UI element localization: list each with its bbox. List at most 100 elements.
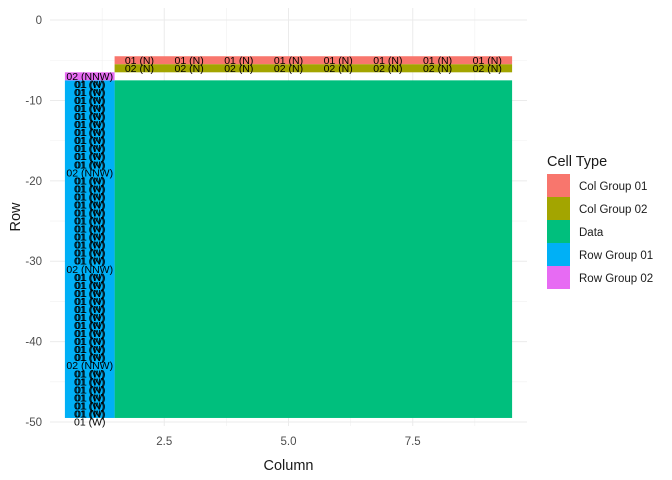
row-group-01-label: 01 (W) [74,95,106,107]
cell-region-row-group-02 [64,72,115,81]
row-group-01-label: 01 (W) [74,408,106,420]
col-group-02-label: 02 (N) [324,63,353,75]
y-tick-label: -40 [25,337,42,349]
row-group-01-label: 01 (W) [74,175,106,187]
row-group-01-label: 01 (W) [74,344,106,356]
row-group-01-label: 01 (N) [75,79,104,91]
legend-key-data [547,220,570,243]
row-group-01-label: 01 (W) [74,159,106,171]
cell-tiles [64,56,513,418]
row-group-01-label: 01 (N) [75,183,104,195]
cell-region-col-group-02 [114,64,513,73]
row-group-01-label: 01 (N) [75,103,104,115]
row-group-01-label: 01 (N) [75,304,104,316]
row-group-01-label: 01 (W) [74,376,106,388]
row-group-01-label: 01 (W) [74,79,106,91]
cell-labels: 01 (N)01 (W)01 (N)01 (W)01 (N)01 (W)01 (… [66,55,501,429]
row-group-01-label: 01 (W) [74,119,106,131]
y-tick-label: -10 [25,95,42,107]
row-group-01-label: 01 (N) [75,199,104,211]
row-group-01-label: 01 (N) [75,288,104,300]
x-tick-label: 5.0 [281,436,297,448]
cell-region-col-group-01 [114,56,513,65]
row-group-01-label: 01 (W) [74,328,106,340]
row-group-01-label: 01 (W) [74,368,106,380]
row-group-01-label: 01 (N) [75,143,104,155]
legend-title: Cell Type [547,154,607,170]
row-group-01-label: 01 (N) [75,280,104,292]
row-group-01-label: 01 (N) [75,272,104,284]
row-group-01-label: 01 (W) [74,280,106,292]
legend-key-col-group-02 [547,197,570,220]
row-group-01-label: 01 (N) [75,175,104,187]
col-group-01-label: 01 (N) [423,55,452,67]
row-group-01-label: 01 (N) [75,224,104,236]
col-group-02-label: 02 (N) [473,63,502,75]
col-group-02-label: 02 (N) [373,63,402,75]
row-group-01-label: 01 (N) [75,240,104,252]
row-group-01-label: 01 (W) [74,127,106,139]
row-group-01-label: 01 (W) [74,296,106,308]
row-group-01-label: 01 (N) [75,159,104,171]
legend-key-row-group-01 [547,243,570,266]
row-group-01-label: 01 (N) [75,320,104,332]
legend-label: Col Group 01 [579,181,647,193]
legend-label: Data [579,227,604,239]
row-group-01-label: 01 (W) [74,256,106,268]
row-group-01-label: 01 (W) [74,199,106,211]
y-tick-label: -50 [25,417,42,429]
row-group-01-label: 01 (W) [74,191,106,203]
row-group-01-label: 01 (N) [75,384,104,396]
row-group-01-label: 01 (N) [75,135,104,147]
row-group-01-label: 01 (N) [75,408,104,420]
legend-key-row-group-02 [547,266,570,289]
row-group-01-label: 01 (N) [75,368,104,380]
row-group-01-label: 01 (N) [75,119,104,131]
row-group-01-label: 01 (N) [75,151,104,163]
y-tick-label: -20 [25,176,42,188]
col-group-01-label: 01 (N) [274,55,303,67]
row-group-01-label: 01 (W) [74,320,106,332]
row-group-01-label: 01 (W) [74,288,106,300]
bottom-cell-label: 01 (W) [74,416,106,428]
legend: Cell Type Col Group 01 Col Group 02 Data Ro… [547,154,653,289]
col-group-01-label: 01 (N) [125,55,154,67]
row-group-01-label: 01 (N) [75,87,104,99]
row-group-01-label: 01 (W) [74,216,106,228]
row-group-01-label: 01 (N) [75,400,104,412]
row-group-01-label: 01 (W) [74,304,106,316]
col-group-01-label: 01 (N) [373,55,402,67]
col-group-02-label: 02 (N) [224,63,253,75]
row-group-01-label: 01 (W) [74,224,106,236]
col-group-01-label: 01 (N) [175,55,204,67]
row-group-01-label: 01 (W) [74,232,106,244]
row-group-01-label: 01 (W) [74,103,106,115]
row-group-01-label: 01 (W) [74,272,106,284]
row-group-01-label: 01 (N) [75,352,104,364]
row-group-01-label: 01 (W) [74,183,106,195]
row-group-01-label: 01 (W) [74,384,106,396]
row-group-01-label: 01 (W) [74,352,106,364]
row-group-01-label: 01 (W) [74,400,106,412]
row-group-02-label: 02 (NNW) [66,264,113,276]
x-axis-title: Column [264,458,314,474]
row-group-01-label: 01 (N) [75,216,104,228]
legend-key-col-group-01 [547,174,570,197]
row-group-01-label: 01 (N) [75,328,104,340]
row-group-02-label: 02 (NNW) [66,360,113,372]
row-group-01-label: 01 (W) [74,392,106,404]
row-group-01-label: 01 (W) [74,143,106,155]
x-tick-label: 2.5 [156,436,172,448]
row-group-01-label: 01 (N) [75,207,104,219]
row-group-01-label: 01 (N) [75,127,104,139]
row-group-01-label: 01 (W) [74,135,106,147]
row-group-02-label: 02 (NNW) [66,167,113,179]
cell-region-row-group-01 [64,80,115,418]
y-axis-title: Row [8,202,24,232]
axes: 2.5 5.0 7.5 0 -10 -20 -30 -40 -50 [25,15,420,448]
row-group-01-label: 01 (W) [74,111,106,123]
row-group-01-label: 01 (W) [74,87,106,99]
x-tick-label: 7.5 [405,436,421,448]
row-group-01-label: 01 (W) [74,207,106,219]
col-group-01-label: 01 (N) [473,55,502,67]
